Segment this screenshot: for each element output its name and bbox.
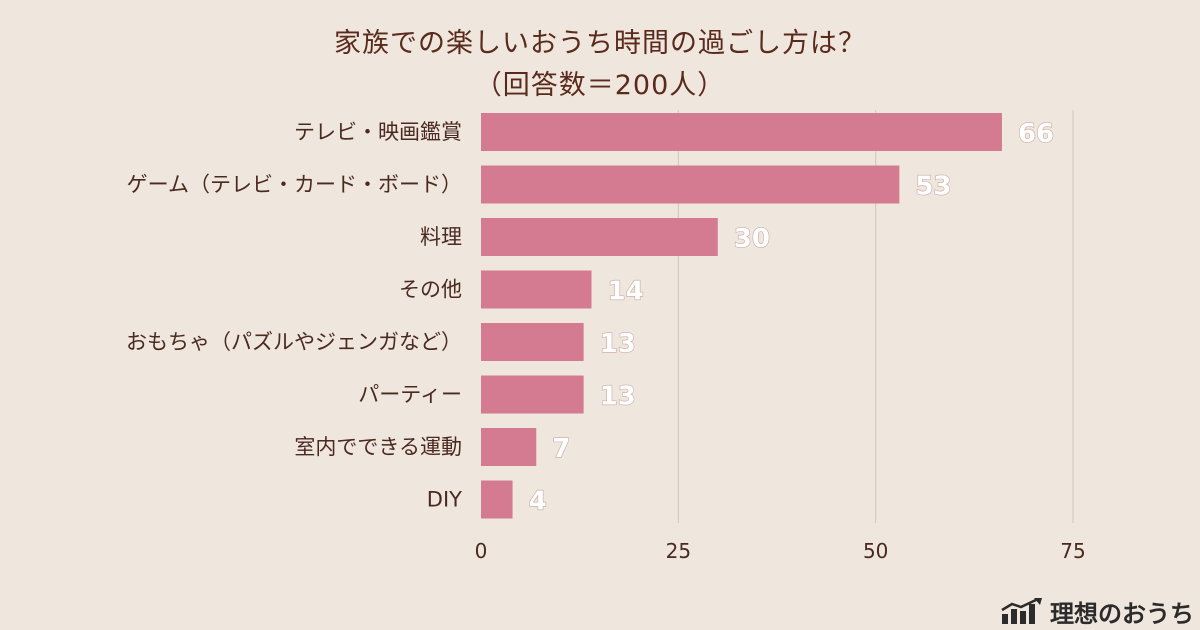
x-tick-label: 0 <box>475 539 488 563</box>
category-label: パーティー <box>358 383 462 407</box>
category-label: その他 <box>399 278 462 302</box>
category-label: 料理 <box>420 225 462 249</box>
data-label: 4 <box>529 487 547 517</box>
bar <box>481 165 900 204</box>
x-tick-label: 50 <box>863 539 888 563</box>
bar <box>481 323 584 361</box>
bar <box>481 218 718 256</box>
data-label: 66 <box>1018 119 1054 149</box>
x-tick-label: 75 <box>1060 539 1085 563</box>
bar <box>481 270 592 309</box>
bar <box>481 480 513 519</box>
x-tick-label: 25 <box>666 539 691 563</box>
category-label: おもちゃ（パズルやジェンガなど） <box>126 330 462 354</box>
data-label: 7 <box>552 434 570 464</box>
data-label: 53 <box>915 172 951 202</box>
bar <box>481 113 1002 151</box>
category-label: 室内でできる運動 <box>294 435 462 459</box>
chart-subtitle: （回答数＝200人） <box>474 70 726 101</box>
data-label: 30 <box>734 224 770 254</box>
category-label: ゲーム（テレビ・カード・ボード） <box>127 173 462 197</box>
bar <box>481 375 584 414</box>
brand-name: 理想のおうち <box>1050 599 1194 628</box>
data-label: 13 <box>600 329 636 359</box>
data-label: 14 <box>608 277 644 307</box>
chart-growth-icon <box>1001 598 1042 624</box>
brand-logo: 理想のおうち <box>1000 596 1194 628</box>
data-label: 13 <box>600 382 636 412</box>
chart-title: 家族での楽しいおうち時間の過ごし方は？ <box>334 28 866 59</box>
category-label: DIY <box>427 488 462 512</box>
category-label: テレビ・映画鑑賞 <box>294 120 462 144</box>
bar <box>481 428 537 466</box>
